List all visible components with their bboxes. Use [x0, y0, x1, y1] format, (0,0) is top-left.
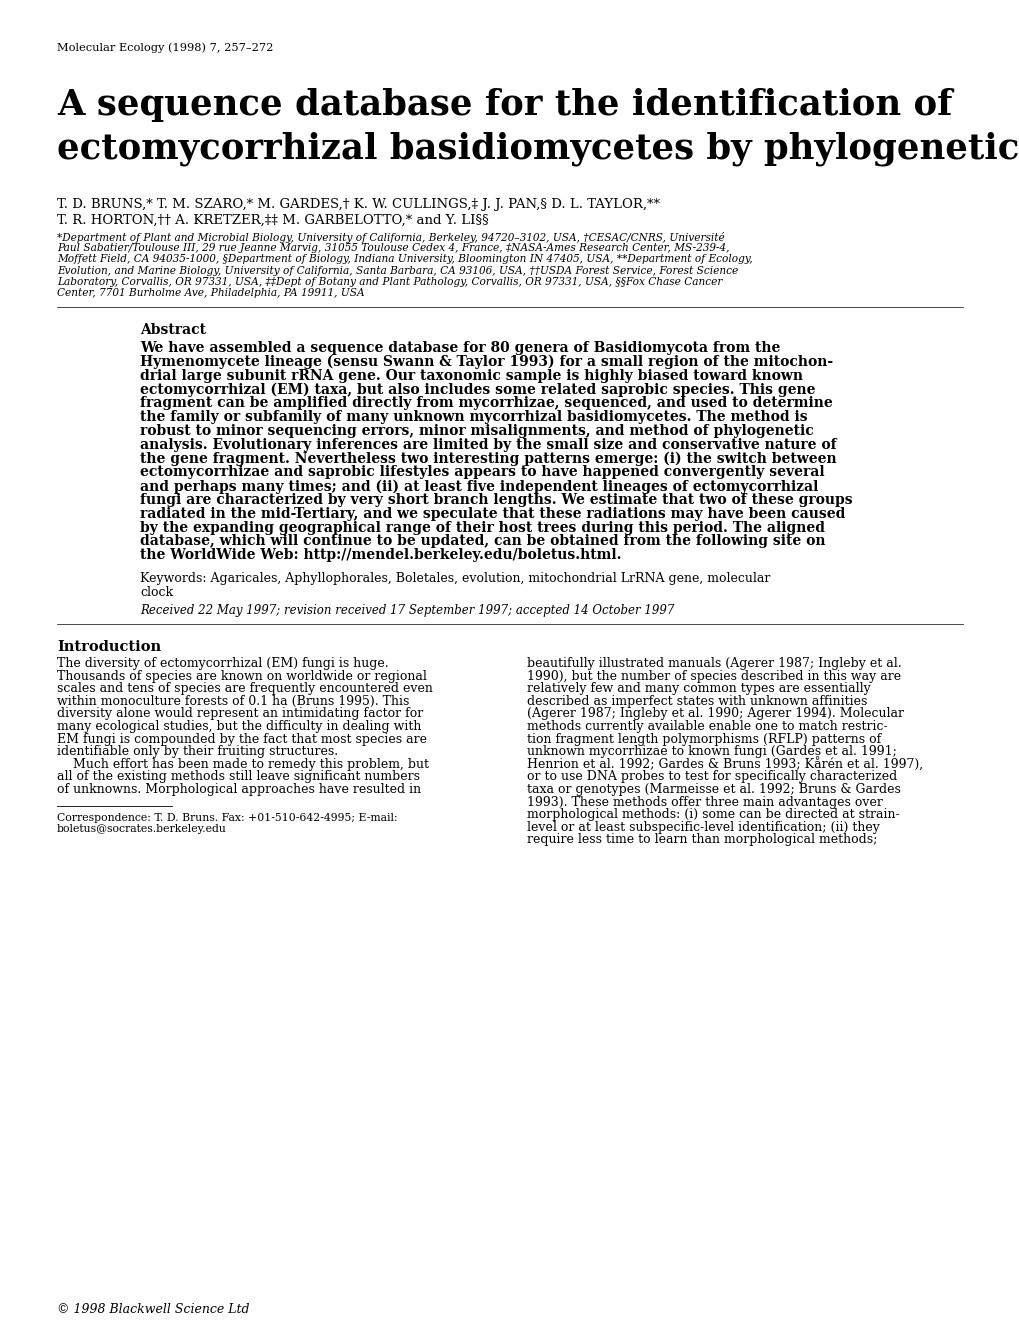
Text: robust to minor sequencing errors, minor misalignments, and method of phylogenet: robust to minor sequencing errors, minor… — [140, 424, 813, 439]
Text: fungi are characterized by very short branch lengths. We estimate that two of th: fungi are characterized by very short br… — [140, 493, 852, 506]
Text: Correspondence: T. D. Bruns. Fax: +01-510-642-4995; E-mail:: Correspondence: T. D. Bruns. Fax: +01-51… — [57, 812, 397, 823]
Text: Introduction: Introduction — [57, 641, 161, 654]
Text: level or at least subspecific-level identification; (ii) they: level or at least subspecific-level iden… — [527, 821, 879, 833]
Text: fragment can be amplified directly from mycorrhizae, sequenced, and used to dete: fragment can be amplified directly from … — [140, 396, 832, 411]
Text: database, which will continue to be updated, can be obtained from the following : database, which will continue to be upda… — [140, 534, 824, 549]
Text: and perhaps many times; and (ii) at least five independent lineages of ectomycor: and perhaps many times; and (ii) at leas… — [140, 480, 817, 493]
Text: many ecological studies, but the difficulty in dealing with: many ecological studies, but the difficu… — [57, 720, 421, 734]
Text: by the expanding geographical range of their host trees during this period. The : by the expanding geographical range of t… — [140, 521, 824, 534]
Text: of unknowns. Morphological approaches have resulted in: of unknowns. Morphological approaches ha… — [57, 783, 421, 796]
Text: 1993). These methods offer three main advantages over: 1993). These methods offer three main ad… — [527, 796, 882, 808]
Text: The diversity of ectomycorrhizal (EM) fungi is huge.: The diversity of ectomycorrhizal (EM) fu… — [57, 657, 388, 670]
Text: ectomycorrhizal (EM) taxa, but also includes some related saprobic species. This: ectomycorrhizal (EM) taxa, but also incl… — [140, 383, 815, 397]
Text: unknown mycorrhizae to known fungi (Gardes et al. 1991;: unknown mycorrhizae to known fungi (Gard… — [527, 746, 896, 759]
Text: Abstract: Abstract — [140, 323, 206, 338]
Text: the family or subfamily of many unknown mycorrhizal basidiomycetes. The method i: the family or subfamily of many unknown … — [140, 411, 807, 424]
Text: drial large subunit rRNA gene. Our taxonomic sample is highly biased toward know: drial large subunit rRNA gene. Our taxon… — [140, 369, 802, 383]
Text: taxa or genotypes (Marmeisse et al. 1992; Bruns & Gardes: taxa or genotypes (Marmeisse et al. 1992… — [527, 783, 900, 796]
Text: all of the existing methods still leave significant numbers: all of the existing methods still leave … — [57, 771, 420, 783]
Text: methods currently available enable one to match restric-: methods currently available enable one t… — [527, 720, 887, 734]
Text: Henrion et al. 1992; Gardes & Bruns 1993; Kårén et al. 1997),: Henrion et al. 1992; Gardes & Bruns 1993… — [527, 758, 922, 772]
Text: the gene fragment. Nevertheless two interesting patterns emerge: (i) the switch : the gene fragment. Nevertheless two inte… — [140, 452, 836, 466]
Text: the WorldWide Web: http://mendel.berkeley.edu/boletus.html.: the WorldWide Web: http://mendel.berkele… — [140, 548, 621, 562]
Text: Hymenomycete lineage (sensu Swann & Taylor 1993) for a small region of the mitoc: Hymenomycete lineage (sensu Swann & Tayl… — [140, 355, 833, 369]
Text: analysis. Evolutionary inferences are limited by the small size and conservative: analysis. Evolutionary inferences are li… — [140, 437, 836, 452]
Text: A sequence database for the identification of: A sequence database for the identificati… — [57, 88, 952, 122]
Text: We have assembled a sequence database for 80 genera of Basidiomycota from the: We have assembled a sequence database fo… — [140, 342, 780, 355]
Text: boletus@socrates.berkeley.edu: boletus@socrates.berkeley.edu — [57, 824, 226, 833]
Text: Evolution, and Marine Biology, University of California, Santa Barbara, CA 93106: Evolution, and Marine Biology, Universit… — [57, 266, 738, 275]
Text: scales and tens of species are frequently encountered even: scales and tens of species are frequentl… — [57, 682, 432, 695]
Text: require less time to learn than morphological methods;: require less time to learn than morpholo… — [527, 833, 876, 847]
Text: morphological methods: (i) some can be directed at strain-: morphological methods: (i) some can be d… — [527, 808, 899, 821]
Text: (Agerer 1987; Ingleby et al. 1990; Agerer 1994). Molecular: (Agerer 1987; Ingleby et al. 1990; Agere… — [527, 707, 903, 720]
Text: T. D. BRUNS,* T. M. SZARO,* M. GARDES,† K. W. CULLINGS,‡ J. J. PAN,§ D. L. TAYLO: T. D. BRUNS,* T. M. SZARO,* M. GARDES,† … — [57, 198, 659, 211]
Text: relatively few and many common types are essentially: relatively few and many common types are… — [527, 682, 870, 695]
Text: or to use DNA probes to test for specifically characterized: or to use DNA probes to test for specifi… — [527, 771, 897, 783]
Text: 1990), but the number of species described in this way are: 1990), but the number of species describ… — [527, 670, 900, 683]
Text: Received 22 May 1997; revision received 17 September 1997; accepted 14 October 1: Received 22 May 1997; revision received … — [140, 603, 674, 617]
Text: ectomycorrhizae and saprobic lifestyles appears to have happened convergently se: ectomycorrhizae and saprobic lifestyles … — [140, 465, 823, 480]
Text: Paul Sabatier/Toulouse III, 29 rue Jeanne Marvig, 31055 Toulouse Cedex 4, France: Paul Sabatier/Toulouse III, 29 rue Jeann… — [57, 243, 729, 254]
Text: radiated in the mid-Tertiary, and we speculate that these radiations may have be: radiated in the mid-Tertiary, and we spe… — [140, 506, 845, 521]
Text: Moffett Field, CA 94035-1000, §Department of Biology, Indiana University, Bloomi: Moffett Field, CA 94035-1000, §Departmen… — [57, 254, 752, 264]
Text: *Department of Plant and Microbial Biology, University of California, Berkeley, : *Department of Plant and Microbial Biolo… — [57, 233, 725, 243]
Text: Molecular Ecology (1998) 7, 257–272: Molecular Ecology (1998) 7, 257–272 — [57, 43, 273, 53]
Text: clock: clock — [140, 586, 173, 598]
Text: tion fragment length polymorphisms (RFLP) patterns of: tion fragment length polymorphisms (RFLP… — [527, 732, 880, 746]
Text: EM fungi is compounded by the fact that most species are: EM fungi is compounded by the fact that … — [57, 732, 427, 746]
Text: beautifully illustrated manuals (Agerer 1987; Ingleby et al.: beautifully illustrated manuals (Agerer … — [527, 657, 901, 670]
Text: Much effort has been made to remedy this problem, but: Much effort has been made to remedy this… — [57, 758, 429, 771]
Text: Keywords: Agaricales, Aphyllophorales, Boletales, evolution, mitochondrial LrRNA: Keywords: Agaricales, Aphyllophorales, B… — [140, 571, 769, 585]
Text: Thousands of species are known on worldwide or regional: Thousands of species are known on worldw… — [57, 670, 427, 683]
Text: within monoculture forests of 0.1 ha (Bruns 1995). This: within monoculture forests of 0.1 ha (Br… — [57, 695, 409, 708]
Text: described as imperfect states with unknown affinities: described as imperfect states with unkno… — [527, 695, 866, 708]
Text: © 1998 Blackwell Science Ltd: © 1998 Blackwell Science Ltd — [57, 1302, 250, 1316]
Text: ectomycorrhizal basidiomycetes by phylogenetic analysis: ectomycorrhizal basidiomycetes by phylog… — [57, 132, 1019, 166]
Text: Center, 7701 Burholme Ave, Philadelphia, PA 19911, USA: Center, 7701 Burholme Ave, Philadelphia,… — [57, 288, 364, 298]
Text: identifiable only by their fruiting structures.: identifiable only by their fruiting stru… — [57, 746, 337, 759]
Text: T. R. HORTON,†† A. KRETZER,‡‡ M. GARBELOTTO,* and Y. LI§§: T. R. HORTON,†† A. KRETZER,‡‡ M. GARBELO… — [57, 214, 488, 227]
Text: Laboratory, Corvallis, OR 97331, USA, ‡‡Dept of Botany and Plant Pathology, Corv: Laboratory, Corvallis, OR 97331, USA, ‡‡… — [57, 276, 721, 287]
Text: diversity alone would represent an intimidating factor for: diversity alone would represent an intim… — [57, 707, 423, 720]
